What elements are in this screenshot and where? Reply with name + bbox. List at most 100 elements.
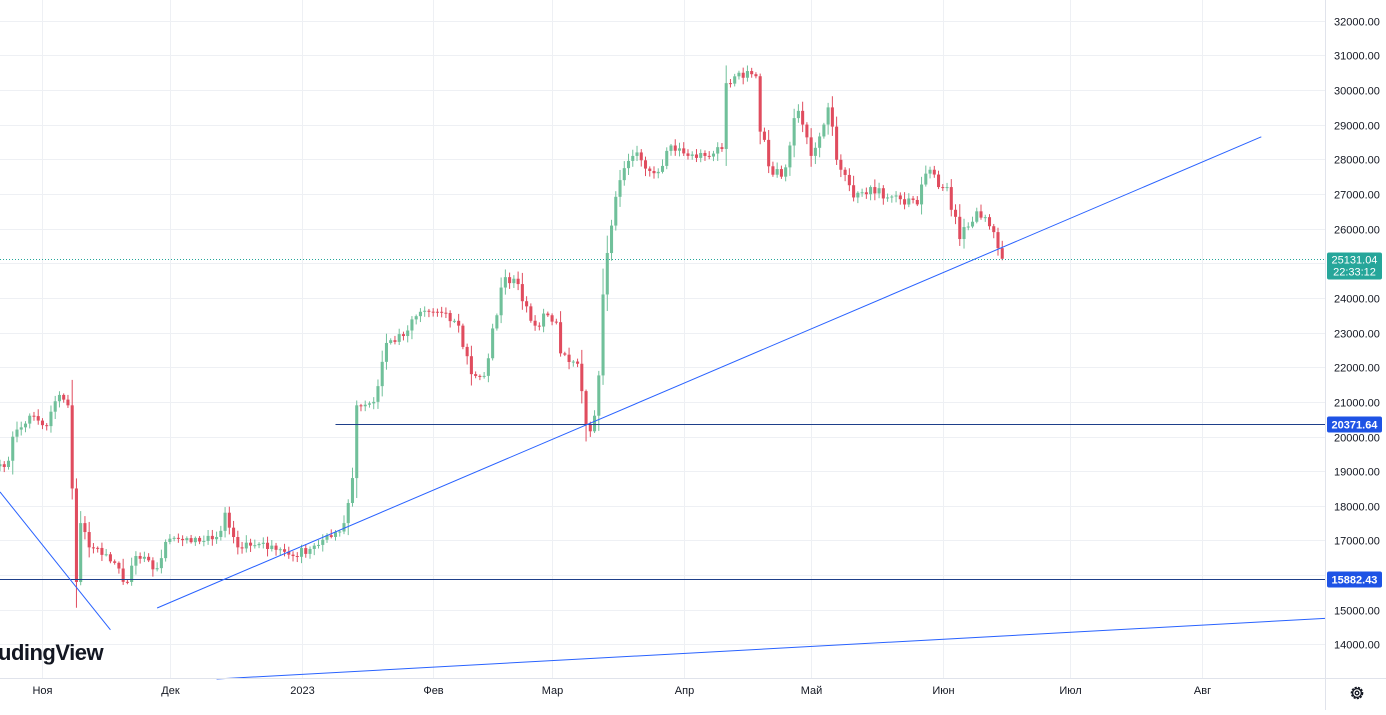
candle-body	[355, 405, 359, 479]
candle-body	[941, 187, 945, 189]
candle-body	[610, 225, 614, 254]
candle-body	[219, 530, 223, 537]
candle-body	[49, 411, 53, 427]
candle-body	[431, 311, 435, 313]
candle-body	[554, 321, 558, 323]
candle-body	[448, 313, 452, 322]
candle-body	[418, 311, 422, 317]
candle-body	[486, 358, 490, 376]
price-tick-label: 19000.00	[1334, 467, 1380, 479]
candle-body	[873, 187, 877, 194]
trend-line[interactable]	[156, 136, 1262, 609]
candle-body	[750, 71, 754, 75]
candle-body	[401, 334, 405, 337]
candle-body	[181, 538, 185, 541]
candle-body	[920, 184, 924, 205]
time-tick-label: 2023	[290, 685, 314, 697]
time-tick-label: Дек	[161, 685, 180, 697]
trend-line[interactable]	[0, 491, 111, 631]
candle-body	[40, 420, 44, 426]
candle-body	[130, 565, 134, 582]
candle-body	[283, 549, 287, 552]
price-tick-label: 27000.00	[1334, 190, 1380, 202]
candle-body	[890, 196, 894, 198]
candle-body	[28, 415, 32, 424]
candle-body	[491, 328, 495, 359]
candle-body	[465, 346, 469, 357]
candle-body	[329, 535, 333, 537]
candle-body	[618, 180, 622, 197]
candle-body	[270, 545, 274, 549]
price-tick-label: 14000.00	[1334, 640, 1380, 652]
candle-body	[19, 427, 23, 430]
candle-body	[932, 169, 936, 175]
current-price-value: 25131.04	[1332, 255, 1378, 267]
candle-body	[915, 199, 919, 205]
candle-body	[452, 320, 456, 322]
candle-body	[584, 391, 588, 425]
level-price-value: 15882.43	[1332, 575, 1378, 587]
candle-body	[155, 568, 159, 570]
candle-body	[359, 405, 363, 407]
time-tick-label: Авг	[1194, 685, 1211, 697]
candle-body	[342, 523, 346, 532]
candle-body	[240, 547, 244, 549]
candle-body	[138, 556, 142, 559]
candle-body	[992, 226, 996, 233]
candle-body	[898, 195, 902, 200]
candle-body	[903, 199, 907, 205]
candle-body	[860, 192, 864, 194]
candle-body	[673, 145, 677, 151]
candle-body	[550, 315, 554, 322]
candle-body	[966, 226, 970, 228]
candle-body	[62, 394, 66, 400]
candle-body	[406, 330, 410, 337]
candle-body	[516, 278, 520, 285]
candle-body	[937, 174, 941, 188]
candle-body	[393, 340, 397, 342]
candle-body	[762, 131, 766, 140]
candle-body	[274, 545, 278, 550]
drawing-lines[interactable]	[0, 136, 1326, 680]
candle-body	[134, 556, 138, 566]
chart-settings-button[interactable]	[1346, 682, 1368, 704]
trend-line[interactable]	[216, 617, 1326, 680]
price-tick-label: 30000.00	[1334, 86, 1380, 98]
candle-body	[427, 310, 431, 312]
candle-body	[70, 405, 74, 489]
candle-body	[11, 436, 15, 461]
candle-body	[792, 118, 796, 146]
candle-body	[376, 386, 380, 402]
candle-body	[639, 152, 643, 161]
candle-body	[338, 531, 342, 533]
candle-body	[801, 110, 805, 125]
candle-body	[826, 107, 830, 125]
candle-body	[784, 167, 788, 177]
candle-body	[278, 549, 282, 551]
candle-body	[36, 416, 40, 421]
time-tick-label: Ноя	[32, 685, 52, 697]
candle-body	[520, 284, 524, 302]
candle-body	[499, 287, 503, 316]
candle-body	[924, 173, 928, 185]
candle-body	[316, 544, 321, 546]
watermark-logo: udingView	[0, 640, 104, 665]
candle-body	[839, 159, 843, 170]
price-tick-label: 21000.00	[1334, 398, 1380, 410]
candle-body	[949, 187, 953, 210]
candle-body	[87, 532, 91, 548]
candle-body	[57, 394, 61, 402]
candle-body	[716, 147, 720, 154]
candle-body	[367, 403, 371, 405]
price-tick-label: 20000.00	[1334, 433, 1380, 445]
candle-body	[724, 83, 728, 149]
candle-body	[720, 147, 724, 149]
candle-body	[694, 154, 699, 158]
candle-body	[907, 198, 911, 205]
candle-body	[635, 152, 639, 156]
candle-body	[796, 110, 800, 119]
candle-body	[975, 211, 979, 222]
